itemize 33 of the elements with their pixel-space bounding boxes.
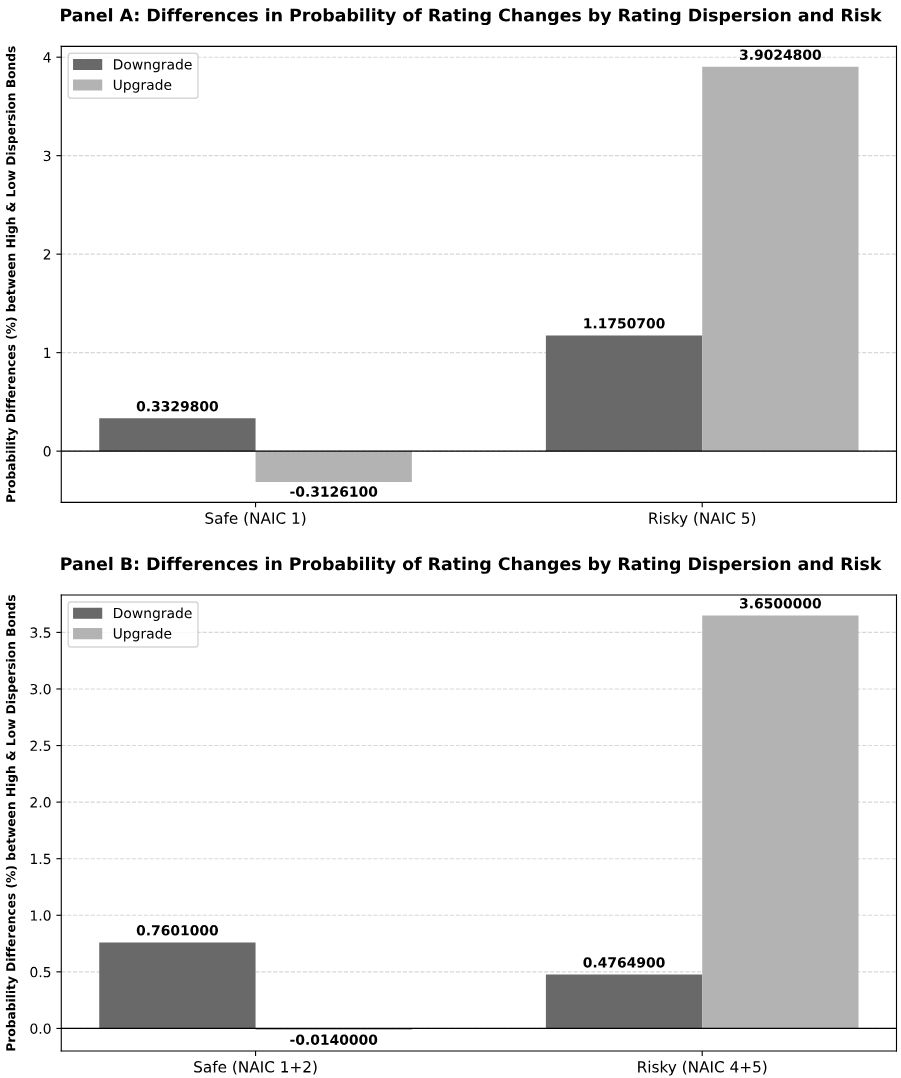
data-label: -0.0140000: [290, 1034, 378, 1045]
y-tick-label: 0.5: [30, 966, 51, 978]
legend-label: Upgrade: [113, 627, 172, 642]
legend-label: Downgrade: [114, 607, 192, 621]
y-tick-label: 3: [43, 150, 51, 162]
y-tick-label: 2.5: [30, 740, 51, 752]
y-tick-label: 2: [43, 249, 51, 260]
data-label: 3.6500000: [740, 598, 821, 609]
x-tick-label: Safe (NAIC 1+2): [194, 1060, 317, 1075]
legend-label: Upgrade: [113, 79, 172, 93]
y-axis-title: Probability Differences (%) between High & Low Dispersion Bonds: [5, 46, 18, 502]
x-tick-label: Safe (NAIC 1): [205, 512, 306, 526]
data-label: -0.3126100: [290, 486, 378, 497]
y-tick-label: 1: [44, 347, 51, 358]
data-label: 3.9024800: [740, 49, 821, 60]
x-tick-label: Risky (NAIC 4+5): [638, 1060, 767, 1076]
data-label: 0.4764900: [583, 957, 665, 968]
y-tick-label: 2.0: [30, 797, 51, 808]
y-tick-label: 3.0: [30, 683, 51, 695]
y-tick-label: 0: [43, 446, 51, 457]
y-axis-title: Probability Differences (%) between High & Low Dispersion Bonds: [5, 595, 18, 1051]
x-tick-label: Risky (NAIC 5): [649, 512, 756, 527]
y-tick-label: 1.5: [30, 853, 51, 865]
data-label: 0.3329800: [136, 400, 219, 412]
data-label: 1.1750700: [584, 318, 665, 329]
y-tick-label: 1.0: [30, 910, 51, 921]
y-tick-label: 3.5: [30, 627, 51, 638]
y-tick-label: 0.0: [30, 1023, 51, 1034]
legend-label: Downgrade: [114, 58, 192, 73]
chart-title: Panel B: Differences in Probability of Rating Changes by Rating Dispersion and Risk: [61, 556, 882, 574]
y-tick-label: 4: [43, 52, 51, 63]
data-label: 0.7601000: [136, 925, 219, 936]
chart-title: Panel A: Differences in Probability of Rating Changes by Rating Dispersion and Risk: [61, 8, 882, 26]
